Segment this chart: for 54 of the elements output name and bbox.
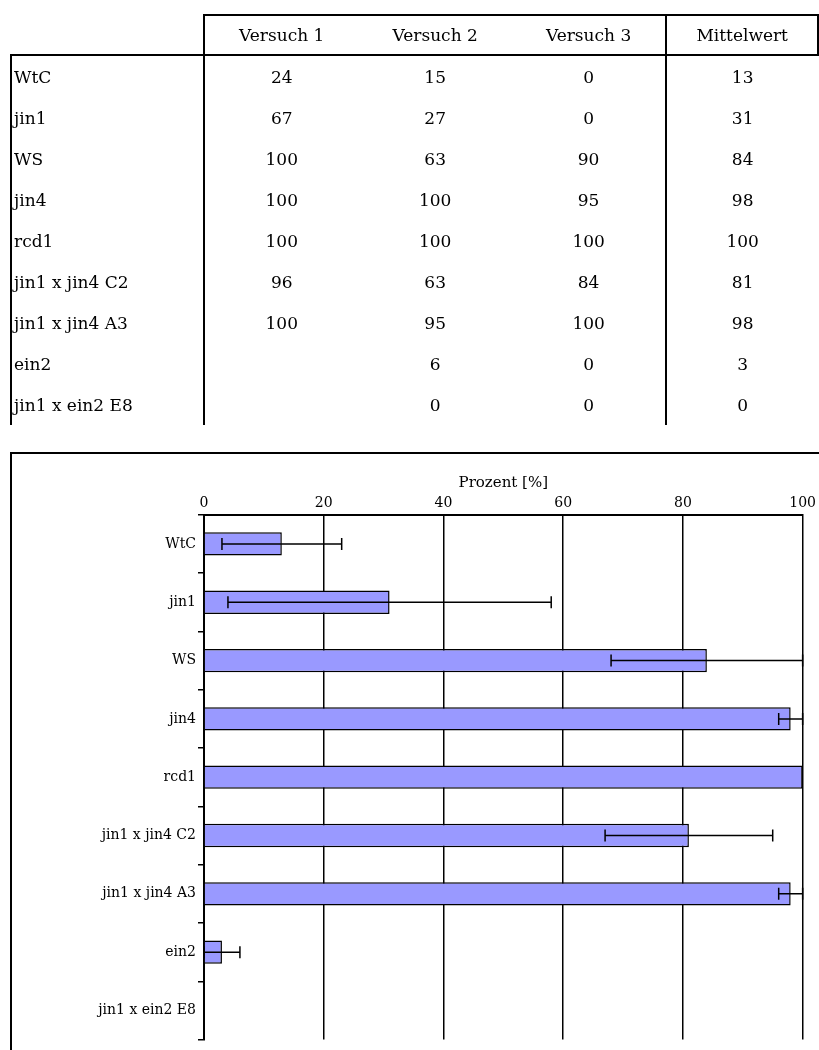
data-label: 13: [666, 55, 818, 97]
data-label: 0: [582, 393, 595, 417]
y-tick-label: jin1 x ein2 E8: [96, 1001, 196, 1018]
text: Versuch 2: [358, 15, 512, 55]
y-tick-label: jin1 x jin4 A3: [100, 884, 196, 901]
data-label: 3: [666, 343, 818, 384]
data-label: 0: [428, 393, 442, 417]
data-label: 24: [204, 55, 359, 97]
data-label: 95: [423, 311, 447, 335]
data-label: 100: [571, 311, 606, 335]
data-label: 63: [423, 147, 447, 171]
data-label: 6: [428, 352, 442, 376]
data-label: 67: [204, 97, 359, 138]
data-label: 100: [204, 138, 359, 179]
x-axis-title: Prozent [%]: [458, 472, 549, 491]
data-label: 31: [666, 97, 818, 138]
x-tick-label: 40: [434, 494, 453, 511]
data-label: 27: [423, 106, 447, 130]
text: Mittelwert: [666, 15, 818, 55]
data-label: 95: [576, 188, 601, 212]
data-label: 15: [358, 55, 512, 97]
data-label: 0: [666, 384, 818, 425]
data-label: 100: [666, 220, 818, 261]
data-label: 0: [582, 352, 595, 376]
data-label: 63: [423, 270, 447, 294]
x-tick-label: 20: [314, 494, 333, 511]
data-label: 100: [571, 229, 606, 253]
x-tick-label: 100: [789, 494, 817, 511]
data-label: 90: [576, 147, 601, 171]
x-tick-label: 80: [674, 494, 692, 511]
data-label: 98: [666, 179, 818, 220]
y-tick-label: jin1: [167, 592, 196, 609]
data-label: 0: [582, 106, 595, 130]
data-label: 100: [417, 188, 453, 212]
text: Versuch 1: [204, 15, 359, 55]
data-label: 0: [511, 55, 667, 97]
y-tick-label: ein2: [165, 942, 196, 959]
data-label: 100: [204, 179, 359, 220]
y-tick-label: jin1 x jin4 C2: [99, 826, 196, 843]
text: Versuch 3: [511, 15, 667, 55]
data-label: 100: [204, 220, 359, 261]
data-label: 96: [204, 261, 359, 302]
x-tick-label: 0: [199, 494, 209, 511]
data-label: 100: [417, 229, 453, 253]
data-label: 84: [666, 138, 818, 179]
y-tick-label: WtC: [165, 534, 196, 551]
y-tick-label: jin4: [167, 709, 197, 726]
data-label: 100: [204, 302, 359, 343]
data-label: 81: [666, 261, 818, 302]
data-label: 98: [666, 302, 818, 343]
y-tick-label: rcd1: [163, 767, 196, 784]
x-tick-label: 60: [554, 494, 573, 511]
data-label: 84: [576, 270, 601, 294]
y-tick-label: WS: [172, 651, 196, 668]
